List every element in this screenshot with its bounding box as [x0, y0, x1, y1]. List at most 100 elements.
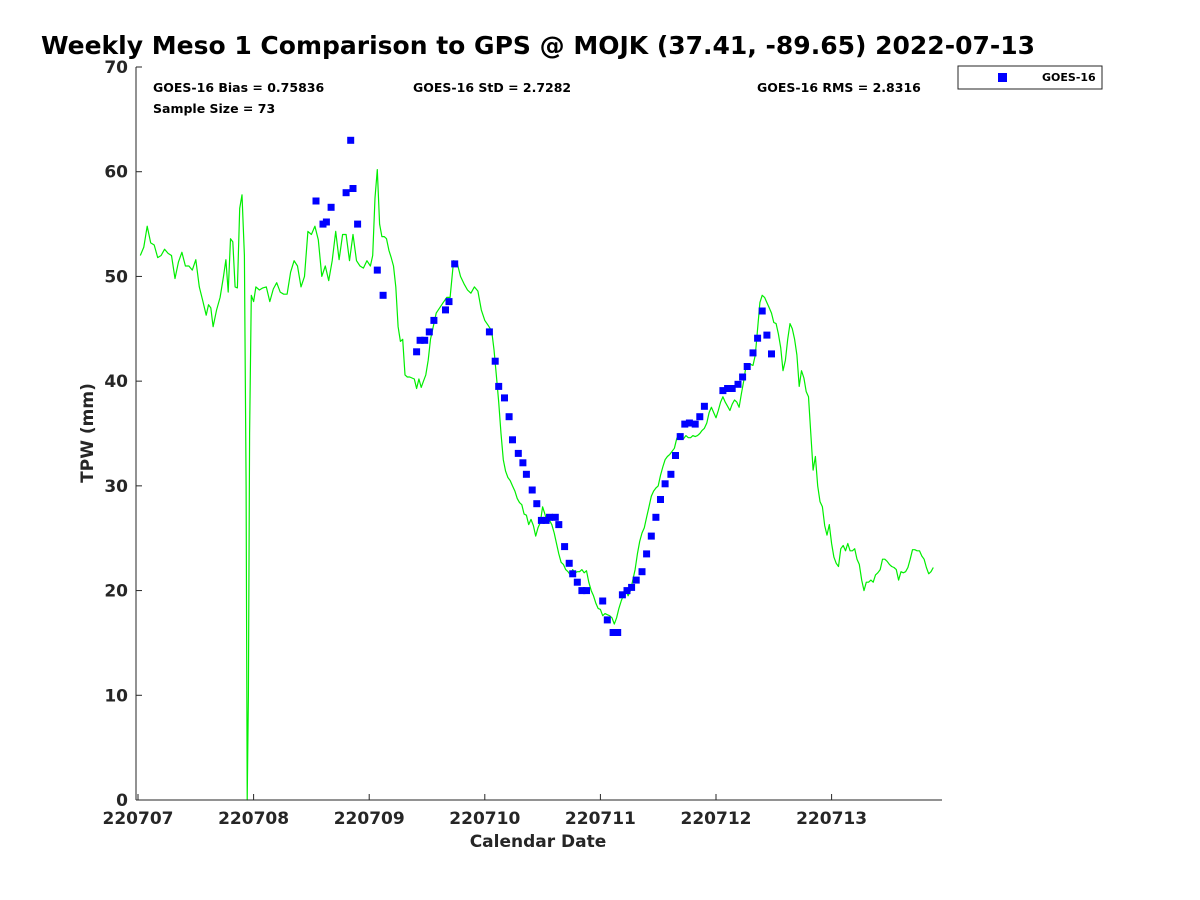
legend: GOES-16	[957, 65, 1103, 90]
goes16-point	[739, 373, 747, 381]
y-tick-label: 70	[104, 58, 128, 78]
goes16-point	[573, 578, 581, 586]
goes16-point	[749, 349, 757, 357]
goes16-point	[734, 380, 742, 388]
goes16-point	[724, 385, 732, 392]
goes16-point	[379, 291, 387, 299]
goes16-point	[312, 197, 320, 205]
goes16-point	[519, 459, 527, 467]
y-tick-label: 0	[116, 791, 128, 811]
x-tick-label: 220712	[681, 809, 752, 829]
goes16-point	[555, 521, 563, 529]
goes16-point	[685, 419, 693, 427]
goes16-point	[354, 220, 362, 228]
goes16-point	[373, 266, 381, 274]
x-tick-label: 220709	[334, 809, 405, 829]
y-tick-label: 30	[104, 477, 128, 497]
stat-rms: GOES-16 RMS = 2.8316	[757, 80, 921, 95]
goes16-point	[657, 496, 664, 503]
goes16-point	[430, 316, 438, 324]
x-tick-label: 220707	[103, 809, 174, 829]
goes16-point	[743, 363, 751, 370]
legend-entry-goes16: GOES-16	[1042, 71, 1096, 84]
goes16-point	[700, 402, 708, 410]
goes16-point	[719, 387, 727, 395]
goes16-point	[491, 357, 499, 365]
goes16-point	[514, 449, 522, 457]
goes16-point	[509, 436, 516, 444]
goes16-point	[768, 350, 775, 358]
goes16-scatter-layer	[312, 136, 775, 636]
goes16-point	[758, 307, 766, 315]
goes16-point	[327, 203, 335, 211]
goes16-point	[501, 394, 508, 402]
goes16-point	[342, 189, 350, 197]
goes16-point	[661, 480, 669, 488]
goes16-point	[533, 500, 541, 508]
goes16-point	[546, 513, 553, 521]
chart-title: Weekly Meso 1 Comparison to GPS @ MOJK (…	[41, 31, 1035, 60]
goes16-point	[578, 587, 586, 595]
goes16-point	[425, 328, 433, 336]
goes16-point	[652, 513, 660, 521]
goes16-point	[609, 629, 617, 636]
x-tick-label: 220708	[218, 809, 289, 829]
goes16-point	[618, 591, 626, 599]
legend-square-marker-icon	[998, 73, 1007, 82]
goes16-point	[754, 334, 762, 342]
y-tick-label: 40	[104, 372, 128, 392]
y-tick-label: 20	[104, 582, 128, 602]
goes16-point	[728, 385, 736, 392]
goes16-point	[623, 587, 631, 595]
goes16-point	[614, 629, 622, 636]
goes16-point	[763, 331, 771, 339]
goes16-point	[569, 570, 577, 578]
x-tick-label: 220710	[449, 809, 520, 829]
goes16-point	[495, 382, 503, 390]
goes16-point	[691, 420, 699, 428]
goes16-point	[445, 298, 453, 306]
goes16-point	[583, 587, 590, 595]
goes16-point	[672, 452, 679, 459]
goes16-point	[667, 470, 675, 478]
goes16-point	[551, 513, 559, 521]
goes16-point	[485, 328, 493, 336]
y-tick-label: 10	[104, 686, 128, 706]
goes16-point	[643, 550, 651, 558]
goes16-point	[421, 336, 429, 344]
goes16-point	[628, 583, 636, 591]
x-tick-label: 220711	[565, 809, 636, 829]
stat-bias: GOES-16 Bias = 0.75836	[153, 80, 324, 95]
goes16-point	[681, 420, 689, 428]
y-tick-label: 60	[104, 163, 128, 183]
x-axis-label: Calendar Date	[470, 832, 607, 852]
goes16-point	[505, 413, 513, 421]
goes16-point	[349, 185, 357, 192]
stat-std: GOES-16 StD = 2.7282	[413, 80, 571, 95]
goes16-point	[565, 559, 573, 567]
y-axis-label: TPW (mm)	[78, 383, 98, 483]
y-axis-ticks: 0 10 20 30 40 50 60 70	[104, 58, 142, 811]
goes16-point	[537, 516, 545, 524]
goes16-point	[451, 260, 459, 268]
goes16-point	[638, 568, 646, 576]
goes16-point	[413, 348, 421, 356]
plot-area	[136, 67, 942, 800]
goes16-point	[442, 306, 449, 314]
legend-box	[957, 65, 1103, 90]
goes16-point	[696, 413, 704, 421]
goes16-point	[322, 218, 330, 226]
stat-sample-size: Sample Size = 73	[153, 101, 275, 116]
goes16-point	[347, 136, 355, 144]
goes16-point	[416, 336, 424, 344]
goes16-point	[561, 543, 569, 551]
goes16-point	[676, 433, 684, 441]
goes16-point	[632, 576, 640, 584]
goes16-point	[647, 532, 655, 540]
x-tick-label: 220713	[796, 809, 867, 829]
goes16-point	[599, 597, 607, 605]
y-tick-label: 50	[104, 267, 128, 287]
goes16-point	[522, 470, 530, 478]
goes16-point	[528, 486, 536, 494]
